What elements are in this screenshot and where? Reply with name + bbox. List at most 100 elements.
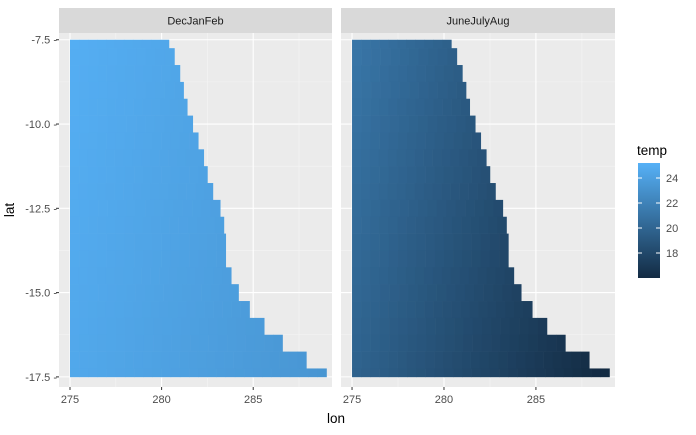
heatmap-tile (389, 199, 400, 218)
heatmap-tile (407, 166, 417, 184)
heatmap-tile (388, 233, 399, 251)
heatmap-tiles (69, 39, 327, 378)
heatmap-tile (450, 183, 460, 201)
heatmap-tile (399, 199, 409, 218)
heatmap-tile (97, 65, 107, 83)
heatmap-tile (453, 250, 463, 268)
heatmap-tile (88, 368, 98, 378)
heatmap-tile (451, 98, 461, 116)
heatmap-tile (106, 334, 117, 352)
legend-tick-label: 18 (666, 248, 678, 260)
heatmap-tile (164, 115, 175, 133)
heatmap-tile (388, 368, 399, 378)
heatmap-tile (397, 98, 407, 116)
heatmap-tile (361, 199, 372, 218)
y-axis: -7.5 - -10.0 - -12.5 - -15.0 - -17.5 - (25, 35, 59, 384)
heatmap-tile (352, 334, 362, 352)
x-axis: 275 280 285 275 280 285 (61, 387, 545, 406)
heatmap-tile (79, 132, 89, 150)
heatmap-tile (115, 132, 126, 150)
heatmap-tile (170, 166, 181, 184)
heatmap-tile (378, 149, 389, 167)
heatmap-tile (124, 250, 135, 268)
heatmap-tile (187, 216, 198, 234)
heatmap-tile (434, 166, 445, 184)
heatmap-tile (225, 368, 236, 378)
heatmap-tile (97, 351, 107, 369)
heatmap-tile (460, 301, 470, 319)
heatmap-tile (97, 368, 107, 378)
heatmap-tile (135, 284, 146, 302)
heatmap-tile (463, 334, 473, 352)
heatmap-tile (488, 216, 498, 234)
legend-colorbar (638, 163, 660, 278)
heatmap-tile (169, 351, 180, 369)
heatmap-tile (481, 317, 492, 336)
heatmap-tile (242, 351, 253, 369)
heatmap-tile (136, 48, 147, 66)
heatmap-tile (361, 115, 372, 133)
heatmap-tile (480, 166, 491, 184)
heatmap-tile (179, 351, 189, 369)
heatmap-tile (186, 183, 196, 201)
heatmap-tile (98, 284, 108, 302)
heatmap-tile (443, 368, 454, 378)
heatmap-tile (454, 334, 464, 352)
heatmap-tile (352, 317, 362, 336)
heatmap-tile (370, 284, 381, 302)
heatmap-tile (136, 81, 147, 100)
heatmap-tile (443, 65, 454, 83)
heatmap-tile (159, 149, 169, 167)
heatmap-tile (155, 81, 165, 100)
heatmap-tile (407, 132, 417, 150)
heatmap-tile (115, 368, 126, 378)
heatmap-tile (88, 98, 98, 116)
heatmap-tile (208, 317, 219, 336)
heatmap-tile (123, 39, 134, 49)
heatmap-tile (563, 368, 573, 378)
heatmap-tile (352, 301, 362, 319)
heatmap-tile (163, 284, 174, 302)
heatmap-tile (197, 351, 207, 369)
heatmap-tile (352, 199, 362, 218)
heatmap-tile (143, 334, 154, 352)
heatmap-tile (123, 267, 133, 285)
heatmap-tile (79, 199, 90, 218)
heatmap-tile (178, 216, 188, 234)
heatmap-tile (406, 351, 417, 369)
heatmap-tile (145, 81, 156, 100)
heatmap-tile (464, 284, 475, 302)
heatmap-tile (260, 351, 271, 369)
facet-strip-label: JuneJulyAug (447, 16, 510, 28)
heatmap-tile (134, 233, 144, 251)
heatmap-tile (142, 98, 152, 116)
heatmap-tile (396, 183, 407, 201)
heatmap-tile (361, 65, 371, 83)
heatmap-tile (96, 301, 107, 319)
heatmap-tile (69, 48, 80, 66)
heatmap-tile (371, 81, 381, 100)
heatmap-tile (407, 250, 417, 268)
heatmap-tile (459, 183, 469, 201)
heatmap-tile (370, 267, 380, 285)
heatmap-tile (79, 115, 90, 133)
heatmap-tile (462, 132, 472, 150)
heatmap-tile (370, 317, 381, 336)
heatmap-tile (425, 166, 436, 184)
heatmap-tile (174, 81, 184, 100)
heatmap-tile (236, 334, 246, 352)
heatmap-tile (511, 284, 522, 302)
heatmap-tile (477, 183, 487, 201)
heatmap-tile (188, 351, 198, 369)
heatmap-tile (189, 166, 199, 184)
heatmap-tile (379, 233, 390, 251)
heatmap-tile (123, 183, 133, 201)
y-axis-title: lat (2, 203, 17, 218)
heatmap-tile (143, 317, 154, 336)
heatmap-tile (370, 334, 381, 352)
heatmap-tile (162, 317, 173, 336)
heatmap-tile (114, 267, 125, 285)
heatmap-tile (236, 317, 247, 336)
heatmap-tile (288, 351, 298, 369)
heatmap-tile (426, 317, 436, 336)
